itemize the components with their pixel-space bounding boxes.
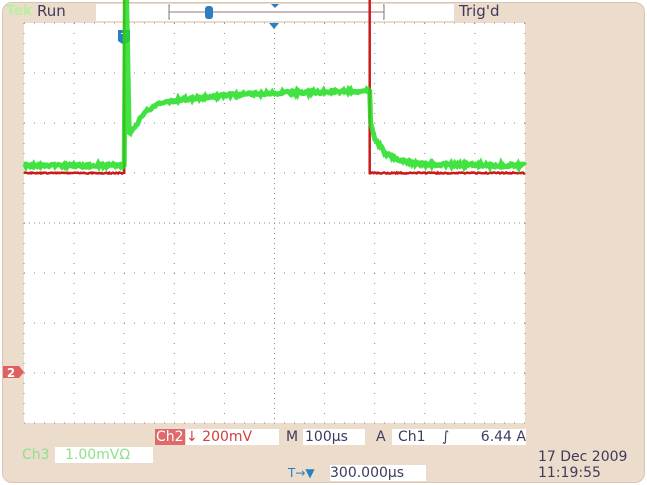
trigger-level: 6.44 A [481,429,526,445]
horizontal-delay[interactable]: 300.000µs [330,465,426,481]
record-trigger-marker [205,6,213,19]
timebase-label: M [286,429,298,445]
timebase-value[interactable]: 100µs [303,429,365,445]
ch3-scale[interactable]: 1.00mVΩ [55,447,153,463]
date: 17 Dec 2009 [538,449,627,465]
svg-text:2: 2 [7,366,15,380]
ch2-scale[interactable]: ↓ 200mV [186,429,279,445]
rising-edge-icon: ∫ [442,429,449,445]
record-position-indicator[interactable] [169,4,384,19]
ch2-label[interactable]: Ch2 [155,429,185,445]
trigger-label: A [376,429,386,445]
delay-icon: T→▼ [288,465,315,481]
ch3-label[interactable]: Ch3 [22,447,50,463]
trigger-source[interactable]: Ch1 ∫ 6.44 A [392,429,526,445]
trigger-channel: Ch1 [398,429,426,445]
time: 11:19:55 [538,465,601,481]
ch2-ground-marker[interactable]: 2 [3,366,24,380]
view-center-marker [271,4,279,8]
